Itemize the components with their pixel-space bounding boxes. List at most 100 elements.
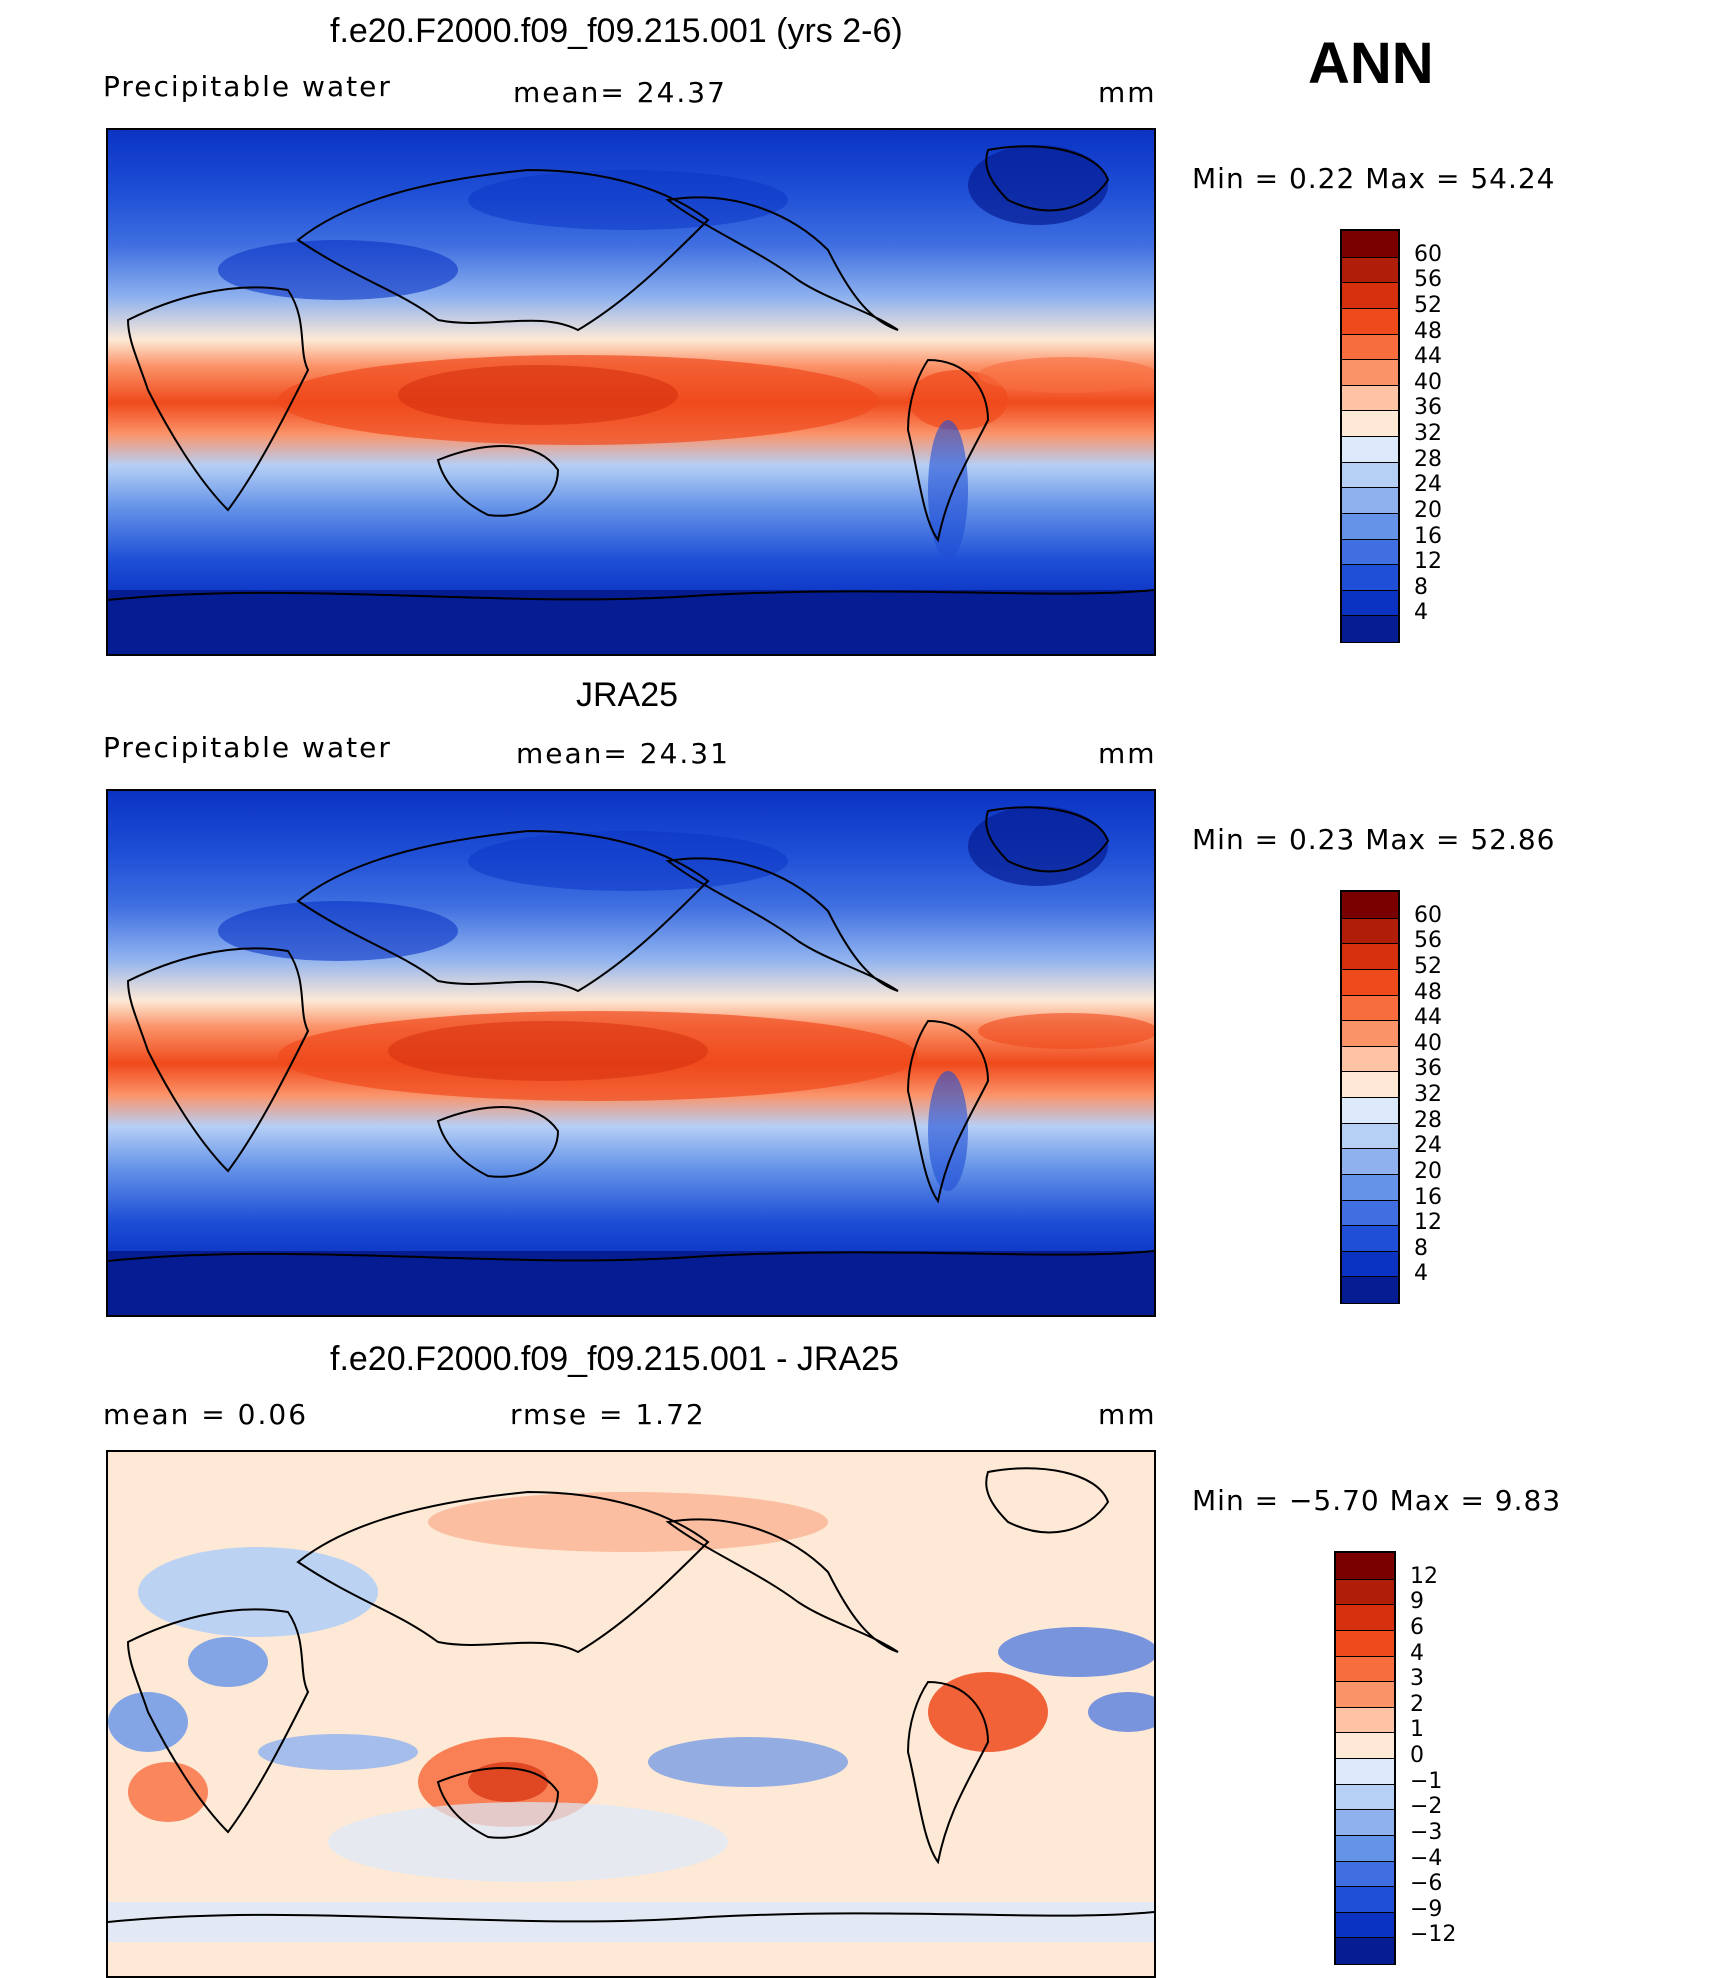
colorbar-swatch xyxy=(1342,410,1398,437)
colorbar-swatch xyxy=(1342,384,1398,412)
colorbar-swatch xyxy=(1342,1071,1398,1098)
panel3-units-label: mm xyxy=(1098,1398,1157,1431)
colorbar-tick-label: 12 xyxy=(1414,549,1442,575)
colorbar-tick-label: 36 xyxy=(1414,395,1442,421)
colorbar-swatch xyxy=(1342,564,1398,591)
colorbar-tick-label: 2 xyxy=(1410,1691,1424,1717)
colorbar-swatch xyxy=(1336,1629,1394,1657)
season-label: ANN xyxy=(1308,31,1434,96)
colorbar-tick-label: 4 xyxy=(1414,600,1428,626)
colorbar-tick-label: 4 xyxy=(1410,1640,1424,1666)
colorbar-swatch xyxy=(1342,231,1398,257)
colorbar-swatch xyxy=(1342,1122,1398,1150)
colorbar-swatch xyxy=(1342,1097,1398,1124)
colorbar-swatch xyxy=(1342,1173,1398,1201)
colorbar-tick-label: 16 xyxy=(1414,1184,1442,1210)
colorbar-tick-label: −1 xyxy=(1410,1768,1443,1794)
panel2-mean-label: mean= 24.31 xyxy=(516,737,730,770)
colorbar-swatch xyxy=(1342,615,1398,642)
precipitable-water-jra25-map xyxy=(108,791,1154,1315)
colorbar-tick-label: 8 xyxy=(1414,574,1428,600)
panel1-units-label: mm xyxy=(1098,76,1157,109)
colorbar-swatch xyxy=(1342,968,1398,996)
colorbar-tick-label: −12 xyxy=(1410,1922,1457,1948)
panel1-title: f.e20.F2000.f09_f09.215.001 (yrs 2-6) xyxy=(330,12,903,50)
colorbar-tick-label: 40 xyxy=(1414,1030,1442,1056)
colorbar-tick-label: 44 xyxy=(1414,344,1442,370)
colorbar-swatch xyxy=(1342,538,1398,566)
colorbar-swatch xyxy=(1342,943,1398,970)
colorbar-swatch xyxy=(1342,1020,1398,1047)
colorbar-swatch xyxy=(1342,589,1398,617)
precipitable-water-model-map xyxy=(108,130,1154,654)
colorbar-swatch xyxy=(1336,1860,1394,1888)
colorbar-swatch xyxy=(1336,1911,1394,1939)
colorbar-tick-label: −4 xyxy=(1410,1845,1443,1871)
colorbar-tick-label: 24 xyxy=(1414,472,1442,498)
colorbar-tick-label: 60 xyxy=(1414,902,1442,928)
colorbar-swatch xyxy=(1342,994,1398,1022)
colorbar-tick-label: 6 xyxy=(1410,1614,1424,1640)
colorbar-swatch xyxy=(1336,1681,1394,1708)
colorbar-swatch xyxy=(1336,1553,1394,1579)
colorbar-tick-label: 52 xyxy=(1414,292,1442,318)
colorbar-tick-label: 28 xyxy=(1414,1107,1442,1133)
panel2-map xyxy=(106,789,1156,1317)
colorbar-tick-label: 36 xyxy=(1414,1056,1442,1082)
colorbar-tick-label: −6 xyxy=(1410,1871,1443,1897)
colorbar-swatch xyxy=(1336,1578,1394,1606)
colorbar-swatch xyxy=(1342,461,1398,489)
colorbar-tick-label: 24 xyxy=(1414,1133,1442,1159)
colorbar-tick-label: 9 xyxy=(1410,1589,1424,1615)
colorbar-swatch xyxy=(1342,333,1398,361)
colorbar-swatch xyxy=(1342,917,1398,945)
colorbar-tick-label: 4 xyxy=(1414,1261,1428,1287)
colorbar-swatch xyxy=(1342,282,1398,309)
colorbar-tick-label: 32 xyxy=(1414,1082,1442,1107)
colorbar-swatch xyxy=(1342,1199,1398,1227)
panel3-rmse-label: rmse = 1.72 xyxy=(510,1398,706,1431)
colorbar-swatch xyxy=(1336,1886,1394,1913)
colorbar-tick-label: 40 xyxy=(1414,369,1442,395)
panel2-title: JRA25 xyxy=(576,676,679,714)
colorbar-swatch xyxy=(1342,1148,1398,1175)
panel3-colorbar xyxy=(1334,1551,1396,1965)
colorbar-swatch xyxy=(1336,1706,1394,1734)
colorbar-swatch xyxy=(1336,1809,1394,1836)
colorbar-tick-label: −9 xyxy=(1410,1896,1443,1922)
colorbar-swatch xyxy=(1342,307,1398,335)
panel3-map xyxy=(106,1450,1156,1978)
colorbar-swatch xyxy=(1342,256,1398,284)
colorbar-tick-label: 56 xyxy=(1414,928,1442,954)
colorbar-tick-label: −3 xyxy=(1410,1819,1443,1845)
colorbar-tick-label: 20 xyxy=(1414,1158,1442,1184)
colorbar-swatch xyxy=(1342,487,1398,514)
panel3-mean-label: mean = 0.06 xyxy=(103,1398,309,1431)
colorbar-swatch xyxy=(1342,436,1398,463)
colorbar-tick-label: 32 xyxy=(1414,421,1442,446)
colorbar-swatch xyxy=(1342,1045,1398,1073)
colorbar-tick-label: 48 xyxy=(1414,318,1442,344)
colorbar-tick-label: 20 xyxy=(1414,497,1442,523)
colorbar-tick-label: 52 xyxy=(1414,953,1442,979)
colorbar-swatch xyxy=(1336,1604,1394,1631)
panel1-minmax: Min = 0.22 Max = 54.24 xyxy=(1192,162,1556,195)
precipitable-water-difference-map xyxy=(108,1452,1154,1976)
colorbar-tick-label: 48 xyxy=(1414,979,1442,1005)
colorbar-tick-label: 60 xyxy=(1414,241,1442,267)
panel3-title: f.e20.F2000.f09_f09.215.001 - JRA25 xyxy=(330,1340,899,1378)
colorbar-swatch xyxy=(1342,359,1398,386)
colorbar-swatch xyxy=(1342,1250,1398,1278)
colorbar-swatch xyxy=(1342,1225,1398,1252)
colorbar-tick-label: 8 xyxy=(1414,1235,1428,1261)
panel2-colorbar xyxy=(1340,890,1400,1304)
colorbar-swatch xyxy=(1336,1732,1394,1759)
colorbar-tick-label: 3 xyxy=(1410,1666,1424,1692)
colorbar-swatch xyxy=(1336,1758,1394,1785)
colorbar-swatch xyxy=(1342,512,1398,540)
panel1-map xyxy=(106,128,1156,656)
colorbar-tick-label: 0 xyxy=(1410,1743,1424,1768)
colorbar-tick-label: 16 xyxy=(1414,523,1442,549)
colorbar-swatch xyxy=(1342,892,1398,918)
colorbar-swatch xyxy=(1336,1937,1394,1964)
